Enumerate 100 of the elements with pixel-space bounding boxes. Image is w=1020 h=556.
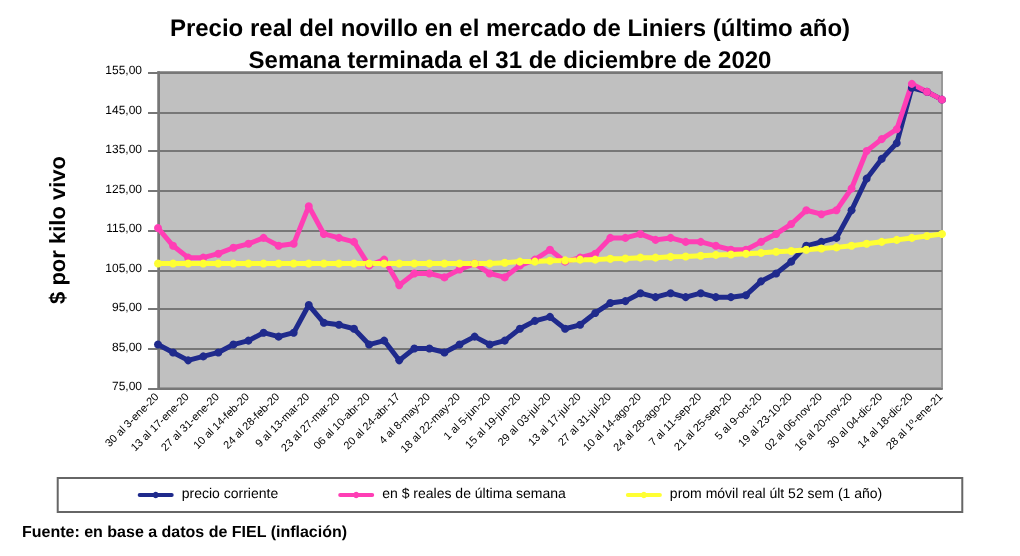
point <box>892 125 901 134</box>
point <box>847 241 856 250</box>
point <box>666 233 675 242</box>
point <box>485 269 494 278</box>
point <box>515 324 524 333</box>
point <box>651 253 660 262</box>
point <box>334 320 343 329</box>
point <box>922 231 931 240</box>
point <box>817 210 826 219</box>
point <box>711 241 720 250</box>
point <box>500 336 509 345</box>
point <box>636 289 645 298</box>
point <box>410 259 419 268</box>
point <box>938 229 946 238</box>
point <box>892 235 901 244</box>
point <box>621 297 630 306</box>
point <box>847 206 856 215</box>
point <box>244 239 253 248</box>
point <box>470 332 479 341</box>
point <box>214 259 223 268</box>
point <box>440 348 449 357</box>
point <box>757 277 766 286</box>
point <box>696 251 705 260</box>
point <box>877 237 886 246</box>
point <box>184 356 193 365</box>
point <box>199 352 208 361</box>
point <box>561 324 570 333</box>
point <box>787 246 796 255</box>
point <box>606 233 615 242</box>
point <box>229 259 238 268</box>
point <box>485 259 494 268</box>
point <box>591 255 600 264</box>
point <box>259 328 268 337</box>
point <box>757 248 766 257</box>
point <box>334 259 343 268</box>
point <box>636 253 645 262</box>
point <box>229 243 238 252</box>
point <box>169 259 178 268</box>
point <box>289 239 298 248</box>
point <box>636 229 645 238</box>
point <box>666 289 675 298</box>
point <box>244 259 253 268</box>
point <box>184 259 193 268</box>
point <box>380 336 389 345</box>
point <box>274 332 283 341</box>
point <box>802 206 811 215</box>
point <box>319 318 328 327</box>
point <box>546 245 554 254</box>
point <box>651 293 660 302</box>
point <box>726 293 735 302</box>
point <box>154 224 162 233</box>
point <box>154 340 162 349</box>
point <box>862 174 871 183</box>
line-series <box>154 79 946 290</box>
point <box>862 147 871 155</box>
point <box>681 237 690 246</box>
point <box>199 259 208 268</box>
point <box>772 247 781 256</box>
point <box>621 254 630 263</box>
point <box>832 233 841 242</box>
point <box>319 229 328 238</box>
point <box>726 250 735 259</box>
source-note: Fuente: en base a datos de FIEL (inflación) <box>22 523 348 541</box>
point <box>274 259 283 268</box>
point <box>350 324 358 333</box>
point <box>832 243 841 252</box>
point <box>350 237 358 246</box>
point <box>666 252 675 261</box>
point <box>154 259 162 268</box>
point <box>410 344 419 353</box>
point <box>576 320 585 329</box>
chart-title: Precio real del novillo en el mercado de Liniers (último año) <box>169 14 851 42</box>
point <box>907 233 916 242</box>
point <box>244 336 253 345</box>
point <box>500 258 509 267</box>
point <box>395 281 404 290</box>
point <box>259 233 268 242</box>
point <box>772 229 781 238</box>
point <box>772 269 781 278</box>
point <box>229 340 238 349</box>
point <box>214 348 223 357</box>
point <box>892 139 901 148</box>
point <box>742 291 750 300</box>
point <box>214 249 223 258</box>
point <box>651 235 660 244</box>
point <box>757 237 766 246</box>
point <box>425 259 434 268</box>
point <box>259 259 268 268</box>
point <box>395 259 404 268</box>
point <box>817 244 826 253</box>
point <box>410 269 419 278</box>
point <box>440 273 449 282</box>
point <box>334 233 343 242</box>
point <box>832 206 841 215</box>
point <box>696 289 705 298</box>
point <box>455 340 464 349</box>
point <box>169 348 178 357</box>
point <box>606 254 615 263</box>
point <box>319 259 328 268</box>
point <box>711 250 720 259</box>
